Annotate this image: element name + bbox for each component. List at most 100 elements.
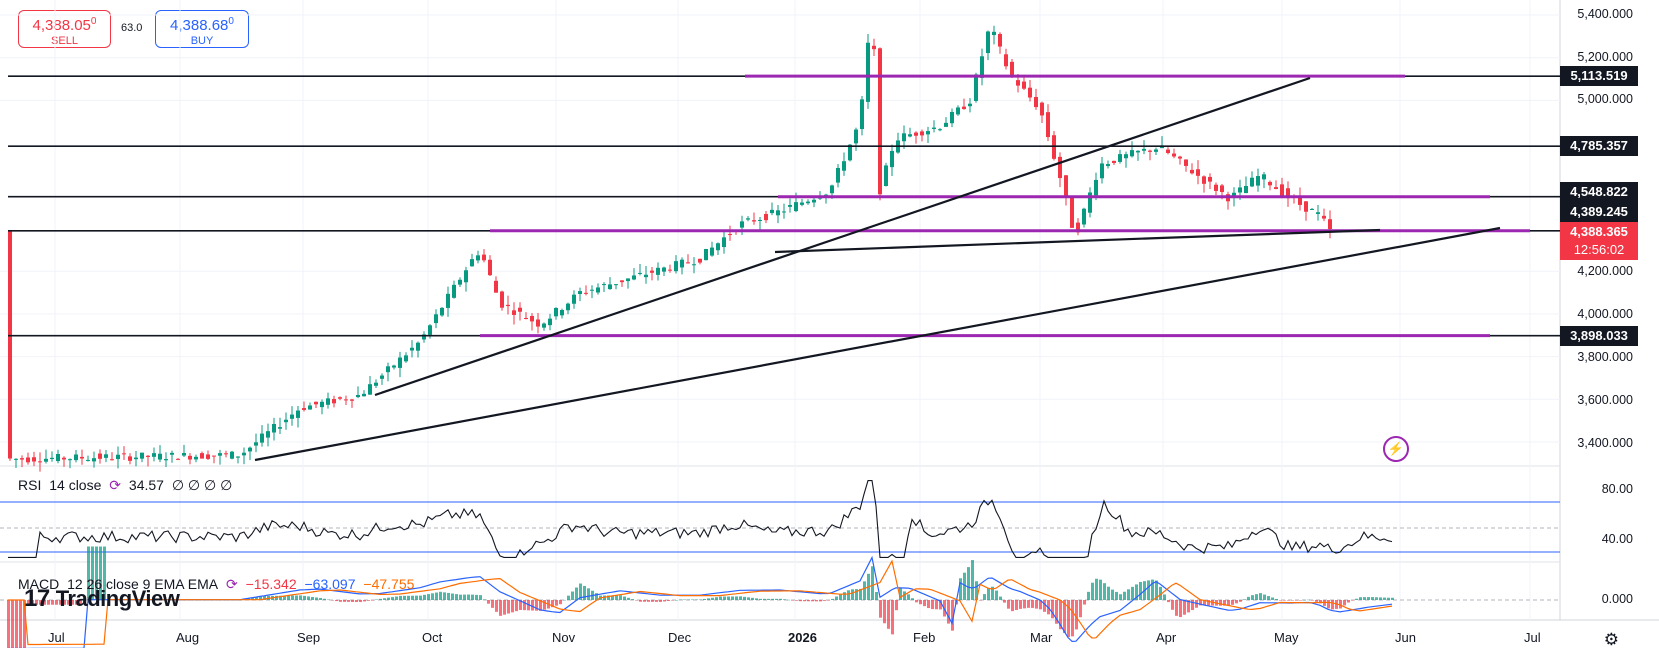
macd-histogram-bar bbox=[1055, 600, 1058, 624]
macd-histogram-bar bbox=[307, 596, 310, 600]
candle-body bbox=[1028, 87, 1032, 98]
macd-histogram-bar bbox=[1235, 600, 1238, 604]
macd-histogram-bar bbox=[347, 600, 350, 602]
macd-histogram-bar bbox=[363, 600, 366, 602]
candle-body bbox=[50, 457, 54, 460]
macd-histogram-bar bbox=[323, 598, 326, 600]
logo-text: TradingView bbox=[55, 586, 180, 611]
lightning-icon[interactable]: ⚡ bbox=[1383, 436, 1409, 462]
candle-body bbox=[1286, 188, 1290, 199]
candle-body bbox=[182, 452, 186, 456]
candle-body bbox=[686, 262, 690, 264]
macd-params: 12 26 close 9 EMA EMA bbox=[67, 576, 219, 592]
candle-body bbox=[920, 131, 924, 136]
macd-histogram-bar bbox=[95, 546, 98, 600]
candle-body bbox=[1244, 186, 1248, 194]
macd-histogram-bar bbox=[371, 600, 374, 601]
macd-histogram-bar bbox=[1031, 600, 1034, 608]
time-tick: Feb bbox=[913, 630, 936, 645]
candle-body bbox=[560, 310, 564, 316]
macd-histogram-bar bbox=[411, 595, 414, 600]
candle-body bbox=[524, 318, 528, 320]
candle-body bbox=[1010, 61, 1014, 77]
macd-histogram-bar bbox=[815, 600, 818, 602]
macd-histogram-bar bbox=[11, 600, 14, 648]
macd-histogram-bar bbox=[895, 600, 898, 611]
macd-histogram-bar bbox=[1251, 595, 1254, 600]
macd-histogram-bar bbox=[707, 598, 710, 600]
macd-histogram-bar bbox=[1351, 600, 1354, 601]
macd-histogram-bar bbox=[1191, 600, 1194, 611]
tradingview-logo[interactable]: 17 TradingView bbox=[24, 585, 180, 613]
macd-histogram-bar bbox=[1035, 600, 1038, 609]
candle-body bbox=[248, 447, 252, 452]
candle-body bbox=[566, 303, 570, 311]
macd-histogram-bar bbox=[1123, 591, 1126, 600]
candle-body bbox=[770, 209, 774, 214]
macd-histogram-bar bbox=[719, 596, 722, 600]
macd-histogram-bar bbox=[1207, 600, 1210, 606]
macd-histogram-bar bbox=[995, 590, 998, 600]
candle-body bbox=[1280, 184, 1284, 197]
candle-body bbox=[1304, 201, 1308, 212]
macd-histogram-bar bbox=[475, 594, 478, 600]
macd-histogram-bar bbox=[519, 600, 522, 610]
candle-body bbox=[500, 291, 504, 308]
candle-body bbox=[1166, 149, 1170, 153]
macd-histogram-bar bbox=[923, 600, 926, 607]
candle-body bbox=[212, 455, 216, 457]
macd-histogram-bar bbox=[1103, 583, 1106, 600]
macd-histogram-bar bbox=[35, 600, 38, 605]
candle-body bbox=[1112, 160, 1116, 164]
candle-body bbox=[176, 458, 180, 460]
rsi-legend[interactable]: RSI 14 close ⟳ 34.57 ∅ ∅ ∅ ∅ bbox=[18, 477, 236, 494]
macd-histogram-bar bbox=[779, 598, 782, 600]
candle-body bbox=[140, 452, 144, 459]
candle-body bbox=[62, 457, 66, 460]
macd-histogram-bar bbox=[283, 595, 286, 600]
rsi-extra: ∅ ∅ ∅ ∅ bbox=[171, 477, 233, 493]
macd-histogram-bar bbox=[799, 600, 802, 602]
macd-histogram-bar bbox=[299, 595, 302, 600]
candle-body bbox=[1070, 197, 1074, 228]
candle-body bbox=[272, 424, 276, 433]
candle-body bbox=[938, 129, 942, 131]
trend-line bbox=[254, 226, 1501, 462]
candle-body bbox=[86, 459, 90, 461]
buy-button[interactable]: 4,388.680 BUY bbox=[155, 10, 249, 48]
refresh-icon[interactable]: ⟳ bbox=[109, 477, 122, 493]
candle-body bbox=[506, 304, 510, 307]
macd-histogram-bar bbox=[91, 546, 94, 600]
macd-histogram-bar bbox=[1223, 600, 1226, 606]
refresh-icon[interactable]: ⟳ bbox=[225, 576, 238, 592]
macd-histogram-bar bbox=[1227, 600, 1230, 606]
sell-button[interactable]: 4,388.050 SELL bbox=[18, 10, 111, 48]
macd-histogram-bar bbox=[1391, 597, 1394, 600]
macd-legend[interactable]: MACD 12 26 close 9 EMA EMA ⟳ −15.342 −63… bbox=[18, 576, 418, 593]
price-tick: 3,400.000 bbox=[1577, 436, 1633, 450]
candle-body bbox=[326, 398, 330, 405]
candle-body bbox=[1004, 54, 1008, 67]
macd-histogram-bar bbox=[607, 595, 610, 600]
macd-hist: −15.342 bbox=[245, 576, 297, 592]
candle-body bbox=[1016, 80, 1020, 86]
candle-body bbox=[542, 323, 546, 328]
macd-histogram-bar bbox=[1315, 600, 1318, 602]
macd-histogram-bar bbox=[563, 599, 566, 601]
gear-icon[interactable]: ⚙ bbox=[1603, 630, 1619, 649]
candle-body bbox=[56, 453, 60, 462]
candle-body bbox=[950, 111, 954, 124]
candle-body bbox=[494, 280, 498, 293]
candle-body bbox=[1136, 150, 1140, 153]
macd-histogram-bar bbox=[635, 600, 638, 601]
candle-body bbox=[1316, 212, 1320, 214]
candle-body bbox=[416, 342, 420, 351]
candle-body bbox=[1190, 169, 1194, 174]
candle-body bbox=[392, 365, 396, 368]
time-tick: Sep bbox=[297, 630, 321, 645]
macd-histogram-bar bbox=[1019, 600, 1022, 609]
macd-histogram-bar bbox=[899, 588, 902, 600]
price-tick: 5,200.000 bbox=[1577, 50, 1633, 64]
trend-line bbox=[374, 76, 1311, 397]
